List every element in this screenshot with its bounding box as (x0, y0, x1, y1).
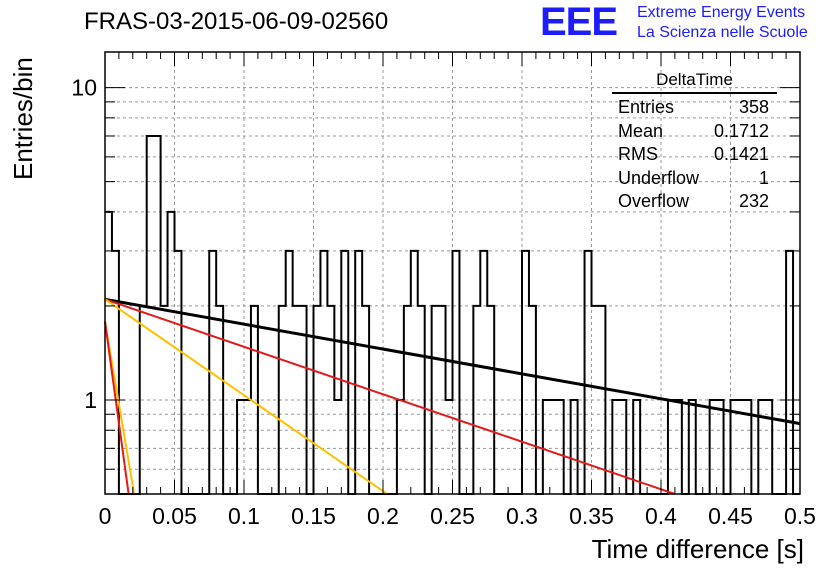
x-tick-label: 0.4 (645, 503, 677, 529)
x-tick-label: 0.25 (430, 503, 475, 529)
eee-logo: EEE (540, 0, 618, 44)
stat-value: 0.1712 (713, 120, 769, 141)
stat-label: Underflow (618, 167, 700, 188)
fit-line (104, 298, 676, 495)
stat-label: Mean (618, 120, 664, 141)
stats-title: DeltaTime (612, 70, 777, 94)
stat-label: RMS (618, 144, 658, 164)
stats-row: Overflow 232 (612, 190, 777, 214)
x-tick-label: 0.35 (569, 503, 614, 529)
y-axis-label: Entries/bin (8, 57, 38, 180)
x-axis-label: Time difference [s] (591, 534, 804, 564)
y-tick-label: 10 (71, 75, 97, 101)
stat-value: 1 (758, 167, 769, 188)
eee-logo-line1: Extreme Energy Events (637, 4, 806, 21)
fit-line (104, 321, 130, 495)
x-tick-label: 0.45 (708, 503, 753, 529)
histogram-bars (105, 134, 800, 495)
x-tick-label: 0.1 (228, 503, 260, 529)
x-tick-label: 0.3 (506, 503, 538, 529)
stats-row: Entries 358 (612, 96, 777, 120)
stat-value: 0.1421 (713, 144, 769, 164)
stat-value: 358 (738, 97, 769, 117)
y-tick-label: 1 (84, 387, 97, 413)
stats-box: DeltaTime Entries 358 Mean 0.1712 RMS 0.142… (612, 70, 777, 214)
eee-logo-line2: La Scienza nelle Scuole (637, 24, 808, 41)
stats-row: Underflow 1 (612, 167, 777, 191)
plot-title: FRAS-03-2015-06-09-02560 (84, 8, 389, 35)
stat-value: 232 (738, 191, 769, 211)
x-tick-label: 0.2 (367, 503, 399, 529)
x-tick-label: 0 (99, 503, 112, 529)
x-axis-ticks: 0 0.05 0.1 0.15 0.2 0.25 0.3 0.35 0.4 0.45 0.5 (99, 52, 816, 529)
stats-row: RMS 0.1421 (612, 143, 777, 167)
fit-lines (104, 297, 801, 495)
x-tick-label: 0.05 (152, 503, 197, 529)
x-tick-label: 0.5 (784, 503, 816, 529)
fit-line (104, 298, 388, 495)
histogram-step-line (105, 134, 800, 495)
stat-label: Overflow (618, 191, 690, 211)
x-tick-label: 0.15 (291, 503, 336, 529)
stat-label: Entries (618, 97, 675, 117)
stats-row: Mean 0.1712 (612, 120, 777, 144)
y-axis-ticks: 1 10 (71, 75, 800, 495)
fit-line (104, 297, 801, 426)
